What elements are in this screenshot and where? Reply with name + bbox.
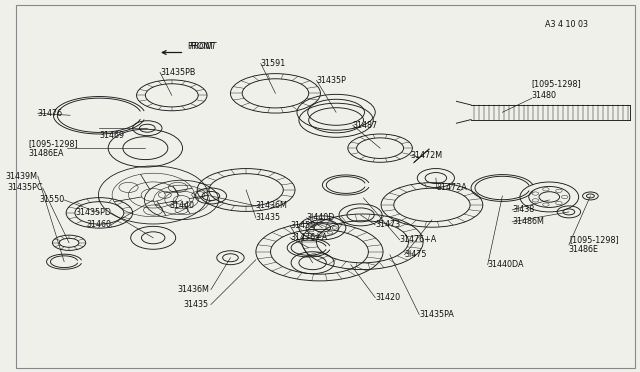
Text: 31435P: 31435P (317, 76, 346, 85)
Text: 31435PA: 31435PA (419, 310, 454, 319)
Text: 31473: 31473 (375, 220, 401, 230)
Text: A3 4 10 03: A3 4 10 03 (545, 20, 588, 29)
Text: 3l475: 3l475 (404, 250, 427, 259)
Text: 31472A: 31472A (437, 183, 468, 192)
Text: 31472M: 31472M (410, 151, 442, 160)
Text: 31435: 31435 (256, 214, 281, 222)
Text: 31435PD: 31435PD (75, 208, 111, 217)
Text: [1095-1298]: [1095-1298] (532, 79, 582, 88)
Text: 31591: 31591 (260, 59, 286, 68)
Text: 31476+A: 31476+A (290, 233, 328, 242)
Text: 31450: 31450 (290, 221, 316, 230)
Text: 31486EA: 31486EA (28, 149, 63, 158)
Text: 31550: 31550 (39, 195, 64, 205)
Text: 31440: 31440 (170, 201, 195, 211)
Text: [1095-1298]: [1095-1298] (569, 235, 619, 244)
Text: 31436M: 31436M (177, 285, 209, 294)
Text: FRONT: FRONT (189, 42, 216, 51)
Text: 31435: 31435 (184, 300, 209, 309)
Text: 31435PC: 31435PC (7, 183, 43, 192)
Text: 31476+A: 31476+A (399, 235, 437, 244)
Text: 31486E: 31486E (569, 245, 599, 254)
Text: 31469: 31469 (99, 131, 125, 140)
Text: 31436M: 31436M (256, 201, 288, 211)
Text: 31420: 31420 (375, 293, 401, 302)
Text: 31487: 31487 (353, 121, 378, 130)
Text: 3l438: 3l438 (512, 205, 534, 214)
Text: 3l440D: 3l440D (307, 214, 335, 222)
Text: 31476: 31476 (38, 109, 63, 118)
Text: FRONT: FRONT (188, 42, 214, 51)
Text: 31439M: 31439M (6, 171, 38, 180)
Text: [1095-1298]: [1095-1298] (28, 139, 77, 148)
Text: 31435PB: 31435PB (160, 68, 195, 77)
Text: 31440DA: 31440DA (488, 260, 524, 269)
Text: 31460: 31460 (86, 220, 111, 230)
Text: 31480: 31480 (532, 91, 557, 100)
Text: 31486M: 31486M (512, 217, 544, 227)
